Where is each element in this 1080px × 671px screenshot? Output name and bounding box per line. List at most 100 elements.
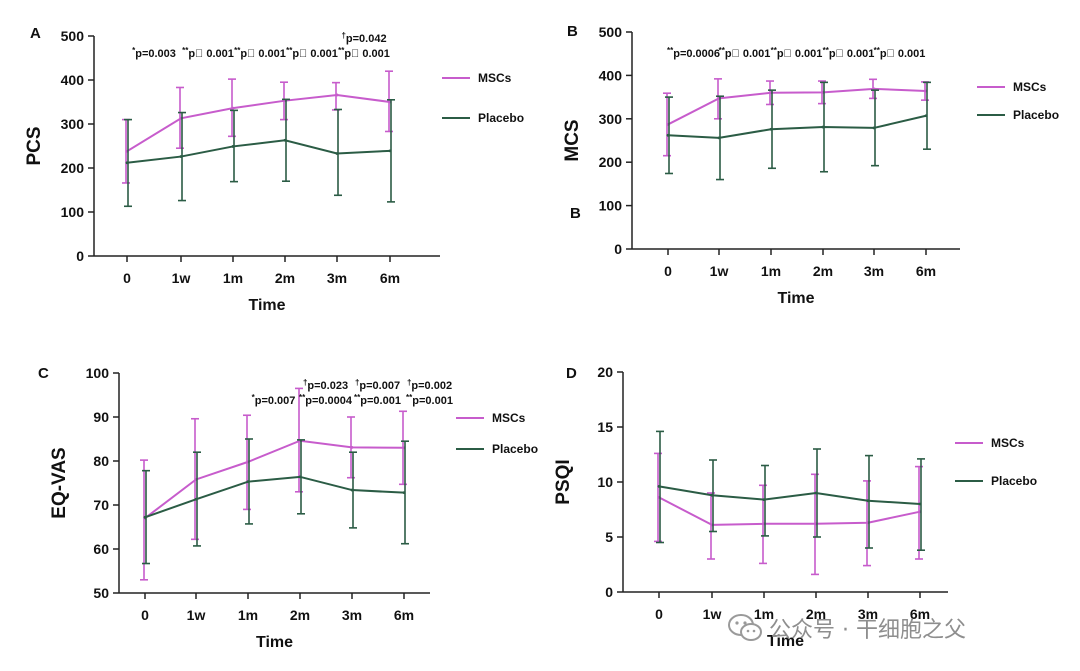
x-axis-title: Time [256,634,293,651]
significance-annotation: **p=0.001 [406,393,453,407]
significance-annotation: *p=0.007 [252,393,296,407]
x-tick-label: 3m [864,263,884,279]
y-axis-title: PSQI [553,459,574,504]
y-tick-label: 300 [599,111,623,127]
x-axis-title: Time [777,290,814,307]
y-tick-label: 60 [93,541,109,557]
y-tick-label: 100 [86,365,110,381]
x-tick-label: 6m [380,270,400,286]
series-placebo [124,98,395,208]
data-point [143,515,147,519]
significance-mark: ** [823,46,830,55]
significance-mark: † [341,31,345,40]
significance-mark: ** [182,46,189,55]
significance-annotation: **p=0.0006 [667,46,720,60]
panel-label: C [38,365,49,382]
significance-annotation: **p  0.001 [286,46,338,60]
legend-label: Placebo [991,474,1037,488]
significance-annotation: †p=0.007 [355,378,400,392]
significance-text: p  0.001 [777,48,823,60]
data-point [231,145,235,148]
y-tick-label: 200 [61,160,85,176]
series-mscs [654,452,923,576]
data-point [918,502,922,506]
legend-label: MSCs [492,411,526,425]
significance-text: p=0.023 [307,380,348,392]
legend-label: MSCs [1013,80,1047,94]
data-point [710,493,714,497]
significance-annotation: †p=0.023 [303,378,348,392]
significance-annotation: *p=0.003 [132,46,176,60]
series-line [667,114,927,139]
panel-label: A [30,25,41,42]
y-tick-label: 80 [93,453,109,469]
x-tick-label: 2m [275,270,295,286]
y-tick-label: 20 [597,364,613,380]
significance-annotation: **p  0.001 [719,46,771,60]
x-tick-label: 6m [394,607,414,623]
legend-label: MSCs [991,436,1025,450]
data-point [657,485,661,488]
x-tick-label: 3m [342,607,362,623]
significance-text: p  0.001 [240,48,286,60]
data-point [350,445,354,449]
y-axis-title: MCS [562,119,583,161]
data-point [388,149,392,153]
x-tick-label: 0 [141,607,149,623]
data-point [335,152,339,155]
y-tick-label: 400 [61,72,85,88]
watermark: 公众号 · 干细胞之父 [727,612,966,644]
significance-mark: ** [299,393,306,402]
y-tick-label: 50 [93,585,109,601]
x-tick-label: 1w [172,270,191,286]
significance-mark: ** [667,46,674,55]
significance-annotation: †p=0.002 [407,378,452,392]
x-tick-label: 2m [806,606,826,622]
significance-mark: † [355,378,359,387]
y-tick-label: 100 [599,198,623,214]
significance-annotation: **p=0.0004 [299,393,353,407]
y-tick-label: 300 [61,116,85,132]
x-tick-label: 0 [664,263,672,279]
data-point [246,480,250,484]
y-axis-title: PCS [24,126,45,165]
x-tick-label: 1m [238,607,258,623]
series-placebo [656,430,925,552]
significance-annotation: **p  0.001 [823,46,875,60]
significance-mark: ** [719,46,726,55]
x-tick-label: 2m [290,607,310,623]
significance-text: p=0.007 [255,395,296,407]
legend-label: MSCs [478,71,512,85]
significance-annotation: **p  0.001 [874,46,926,60]
significance-text: p=0.003 [135,48,176,60]
significance-mark: † [303,378,307,387]
x-tick-label: 3m [327,270,347,286]
data-point [335,93,339,97]
significance-text: p  0.001 [292,48,338,60]
data-point [666,133,670,137]
significance-text: p  0.001 [188,48,234,60]
series-mscs [122,70,393,184]
data-point [762,498,766,501]
significance-text: p  0.001 [725,48,771,60]
x-tick-label: 3m [858,606,878,622]
y-tick-label: 0 [614,241,622,257]
x-tick-label: 1m [223,270,243,286]
series-placebo [665,81,931,181]
data-point [717,136,721,140]
significance-mark: ** [874,46,881,55]
significance-annotation: **p  0.001 [771,46,823,60]
data-point [821,125,825,129]
chart-panel-b: B B 0 100 200 300 400 500 0 1w 1m 2m 3m 6m Time MCS MSCs… [562,23,1059,307]
x-tick-label: 6m [910,606,930,622]
panel-label: B [567,23,578,40]
wechat-logo-icon [728,614,762,641]
x-axis-title: Time [767,633,804,650]
data-point [814,491,818,495]
significance-mark: ** [354,393,361,402]
y-axis-title: EQ-VAS [49,447,70,518]
x-axis-title: Time [248,297,285,314]
significance-annotation: **p  0.001 [338,46,390,60]
significance-text: p=0.0004 [305,395,353,407]
